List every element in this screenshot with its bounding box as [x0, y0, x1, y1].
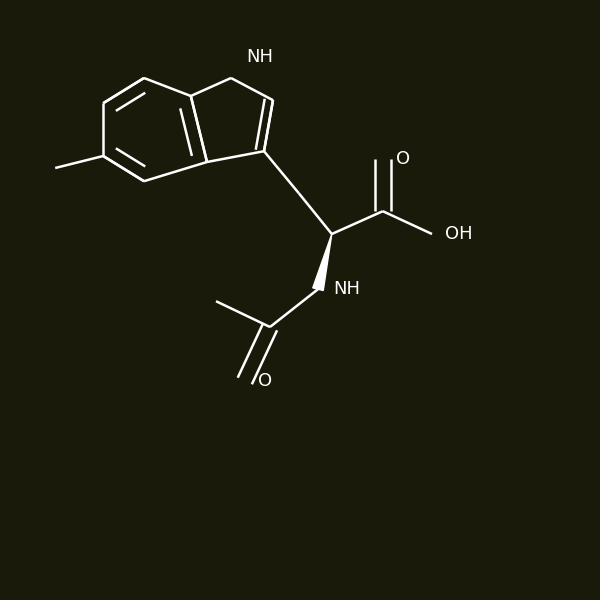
Text: O: O — [396, 150, 410, 168]
Text: OH: OH — [445, 225, 473, 243]
Text: O: O — [258, 372, 272, 390]
Text: NH: NH — [333, 280, 360, 298]
Text: NH: NH — [246, 48, 273, 66]
Polygon shape — [313, 234, 332, 290]
